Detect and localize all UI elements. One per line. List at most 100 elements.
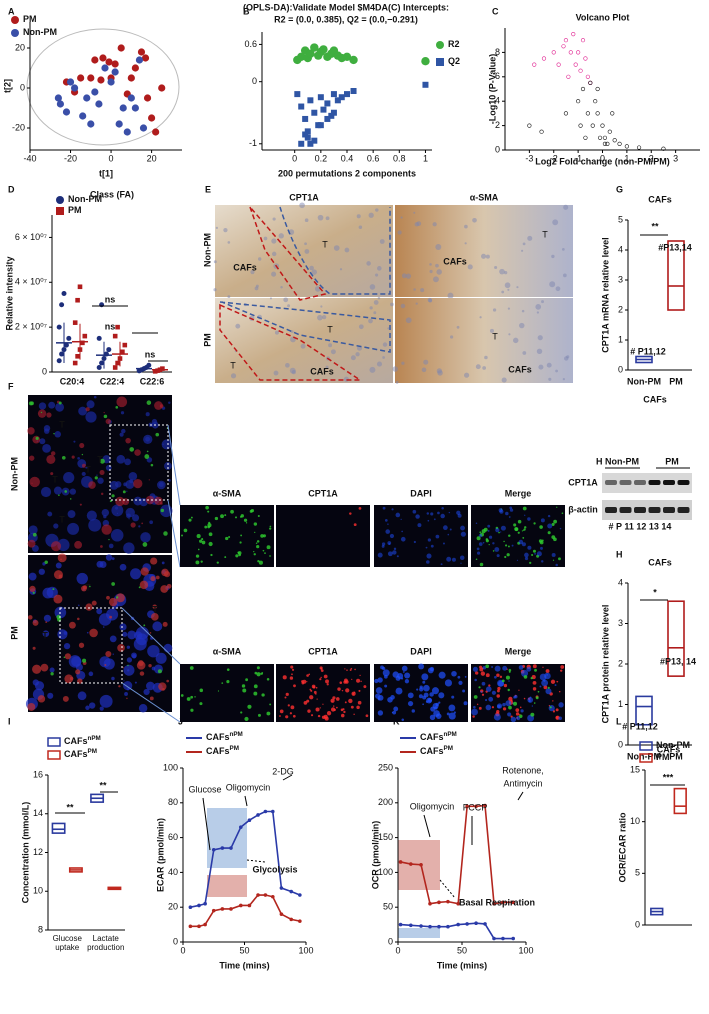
signal <box>146 681 155 691</box>
y-axis-label: CPT1A protein relative level <box>600 605 610 724</box>
signal <box>208 532 213 537</box>
point <box>428 901 432 906</box>
category-box: Glucose uptake <box>53 934 82 952</box>
signal <box>395 675 401 681</box>
point <box>294 91 301 98</box>
annotation: ** <box>66 802 74 812</box>
signal <box>551 522 555 526</box>
point <box>338 94 345 101</box>
signal <box>520 709 524 713</box>
channel-label: Merge <box>505 646 532 656</box>
protein-label: β-actin <box>568 504 598 514</box>
point <box>137 48 146 56</box>
signal <box>384 684 388 688</box>
signal <box>122 490 126 494</box>
signal <box>474 678 477 682</box>
x-tick-label: -1 <box>574 153 582 163</box>
signal <box>503 683 508 688</box>
y-tick-label: 4 <box>618 577 623 587</box>
image-label: T <box>230 360 236 370</box>
point <box>583 135 588 140</box>
point <box>583 56 588 61</box>
signal <box>494 665 501 672</box>
signal <box>511 544 514 547</box>
cell <box>255 284 259 288</box>
fluorescence-image <box>180 505 274 567</box>
signal <box>523 675 528 679</box>
signal <box>532 549 536 553</box>
legend-name: Non-PM <box>656 740 690 750</box>
point <box>492 936 496 941</box>
signal <box>488 535 493 539</box>
signal <box>269 555 271 557</box>
signal <box>51 541 62 552</box>
cell <box>269 297 272 300</box>
point <box>317 94 324 101</box>
point <box>398 860 403 864</box>
signal <box>253 691 258 696</box>
signal <box>531 705 534 707</box>
cell <box>278 233 284 239</box>
signal <box>32 619 39 626</box>
signal <box>479 562 484 567</box>
signal <box>290 705 295 710</box>
confidence-ellipse <box>26 28 180 146</box>
y-axis-label: t[2] <box>2 79 12 93</box>
x-tick-label: 0.4 <box>341 153 354 163</box>
signal <box>216 561 219 564</box>
signal <box>306 681 308 683</box>
signal <box>186 697 191 701</box>
y-tick-label: 0 <box>618 364 623 374</box>
signal <box>500 531 502 533</box>
x-tick-label: -20 <box>64 153 77 163</box>
y-tick-label: 0 <box>20 82 25 92</box>
signal <box>444 679 453 687</box>
signal <box>240 534 243 537</box>
signal <box>521 530 524 532</box>
signal <box>155 575 160 580</box>
signal <box>143 688 150 696</box>
signal <box>429 692 434 697</box>
cell <box>522 351 527 355</box>
legend-swatch <box>56 207 64 215</box>
signal <box>116 512 119 515</box>
point <box>79 112 87 120</box>
signal <box>139 580 149 590</box>
y-tick-label: 80 <box>168 797 178 807</box>
signal <box>330 707 336 712</box>
signal <box>344 668 346 670</box>
signal <box>404 679 410 684</box>
signal <box>105 650 112 658</box>
signal <box>115 506 119 510</box>
signal <box>38 568 45 575</box>
point <box>112 333 118 339</box>
point <box>398 922 403 927</box>
cell <box>300 343 306 349</box>
signal <box>395 512 401 518</box>
signal <box>482 665 487 670</box>
point <box>501 900 505 905</box>
signal <box>96 474 98 476</box>
signal <box>103 414 108 419</box>
signal <box>109 635 117 643</box>
signal <box>343 680 347 684</box>
point <box>344 91 350 98</box>
signal <box>438 692 445 699</box>
point <box>91 88 99 96</box>
connector <box>167 424 181 506</box>
image-label: T <box>97 454 103 464</box>
signal <box>49 667 55 673</box>
signal <box>301 680 304 683</box>
signal <box>505 700 512 707</box>
signal <box>228 535 231 539</box>
signal <box>230 509 234 514</box>
inset-box <box>59 607 123 684</box>
y-tick-label: 8 <box>495 47 500 57</box>
point <box>80 340 85 346</box>
signal <box>221 682 224 684</box>
signal <box>342 708 345 711</box>
signal <box>380 665 384 670</box>
x-tick-label: -40 <box>23 153 36 163</box>
signal <box>81 453 84 456</box>
point <box>96 335 102 341</box>
